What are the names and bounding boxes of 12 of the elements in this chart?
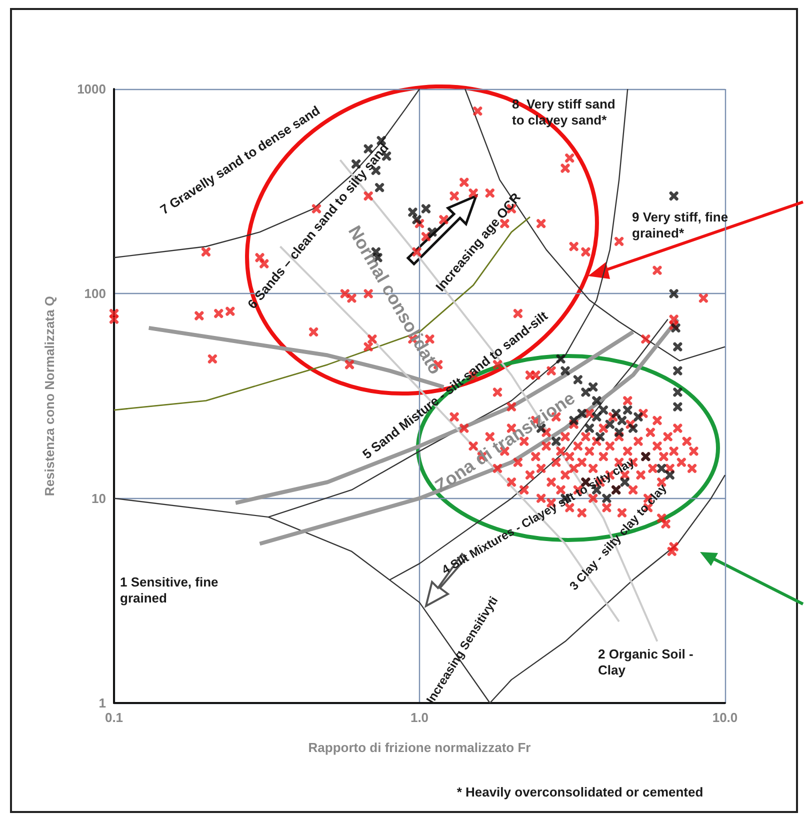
y-axis-title: Resistenza cono Normalizzata Q [42, 296, 57, 496]
x-tick-label: 10.0 [712, 710, 738, 725]
text: * Heavily overconsolidated or cemented [456, 784, 704, 800]
x-axis-title: Rapporto di frizione normalizzato Fr [308, 740, 531, 755]
y-tick-label: 10 [92, 490, 106, 506]
y-tick-label: 1000 [77, 82, 106, 96]
y-tick-label: 100 [84, 286, 106, 302]
y-tick-label: 1 [98, 696, 106, 710]
annotation: 1 Sensitive, fine grained [120, 574, 222, 606]
x-tick-label: 1.0 [410, 710, 429, 725]
annotation: 2 Organic Soil - Clay [598, 646, 697, 678]
x-tick-label: 0.1 [104, 710, 124, 725]
